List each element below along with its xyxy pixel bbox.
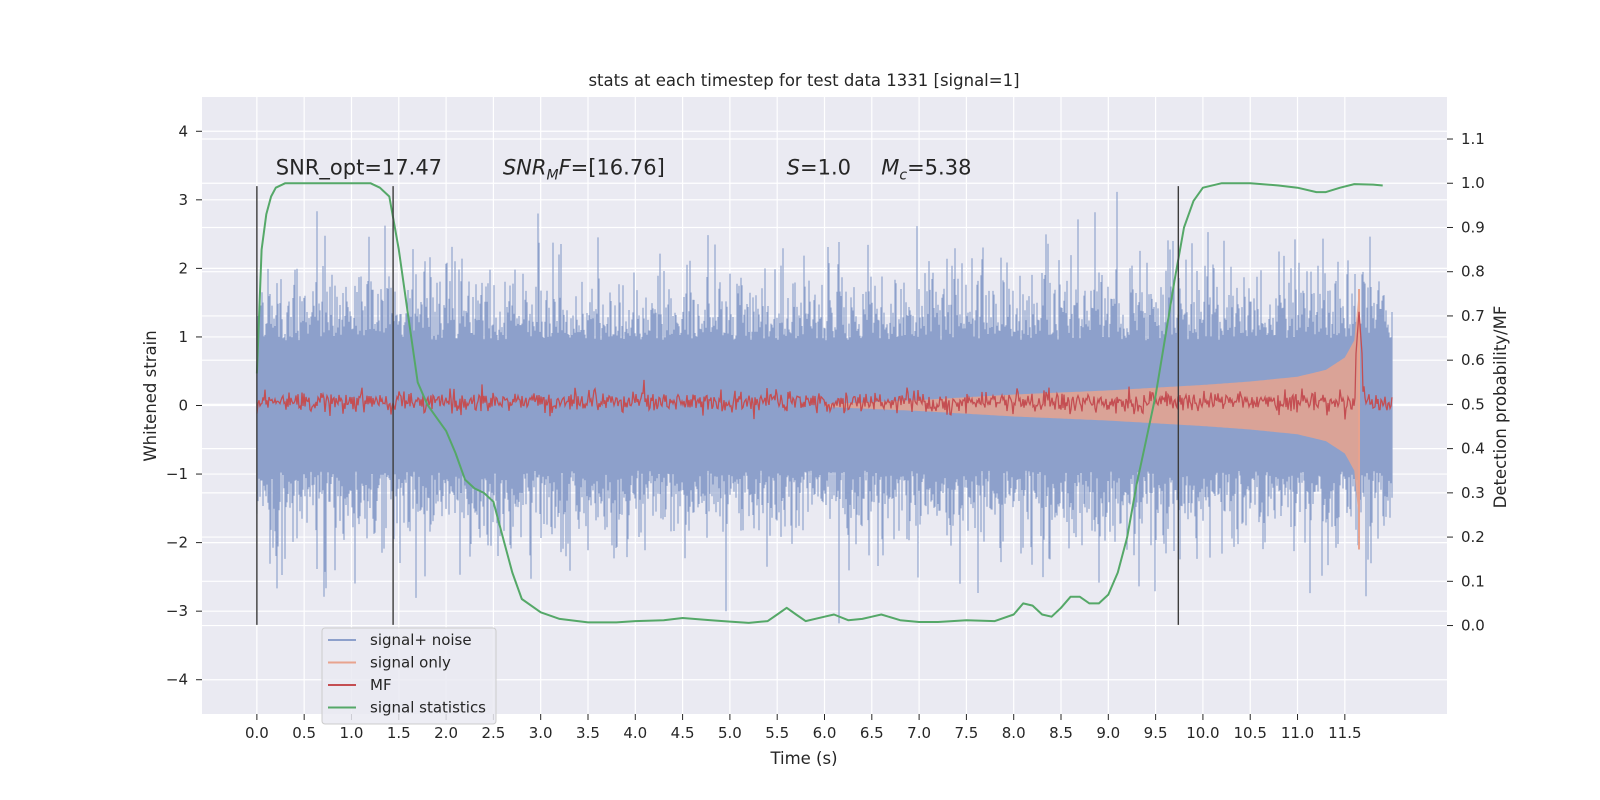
x-tick-label: 6.5 [860,724,884,742]
x-tick-label: 10.0 [1186,724,1219,742]
right-y-axis-label: Detection probability/MF [1491,306,1510,509]
x-tick-label: 11.0 [1281,724,1314,742]
x-tick-label: 5.0 [718,724,742,742]
x-axis-label: Time (s) [769,749,837,768]
left-y-tick-label: 0 [178,397,188,415]
left-y-tick-label: 1 [178,328,188,346]
right-y-tick-label: 1.1 [1461,130,1485,148]
right-y-tick-label: 1.0 [1461,174,1485,192]
left-y-tick-label: −2 [166,534,188,552]
x-tick-label: 7.0 [907,724,931,742]
x-tick-label: 6.0 [813,724,837,742]
right-y-tick-label: 0.7 [1461,307,1485,325]
x-tick-label: 1.5 [387,724,411,742]
left-y-tick-label: −1 [166,465,188,483]
mf-trace [256,311,1393,420]
x-tick-label: 9.5 [1144,724,1168,742]
annotation-mc-value: Mc=5.38 [881,155,971,183]
right-y-tick-label: 0.9 [1461,218,1485,236]
right-y-tick-label: 0.5 [1461,395,1485,413]
annotation-s-value: S=1.0 [787,155,851,179]
x-tick-label: 2.0 [434,724,458,742]
left-y-axis-ticks: 4 3 2 1 0 −1 −2 −3 −4 [166,122,202,689]
left-y-tick-label: −3 [166,602,188,620]
x-tick-label: 1.0 [340,724,364,742]
x-axis-ticks: 0.0 0.5 1.0 1.5 2.0 2.5 3.0 3.5 4.0 4.5 5.0 5.5 6.0 6… [245,714,1362,742]
x-tick-label: 7.5 [954,724,978,742]
legend-label: signal statistics [370,699,486,717]
chart-title: stats at each timestep for test data 133… [588,71,1019,90]
legend-label: signal only [370,654,451,672]
x-tick-label: 3.0 [529,724,553,742]
right-y-tick-label: 0.6 [1461,351,1485,369]
legend-box [321,627,497,725]
x-tick-label: 9.0 [1096,724,1120,742]
annotation-snr-mf: SNRMF=[16.76] [503,155,665,183]
right-y-tick-label: 0.3 [1461,484,1485,502]
left-y-tick-label: 2 [178,259,188,277]
right-y-tick-label: 0.1 [1461,572,1485,590]
right-y-tick-label: 0.4 [1461,440,1485,458]
x-tick-label: 8.5 [1049,724,1073,742]
x-tick-label: 0.0 [245,724,269,742]
right-y-tick-label: 0.0 [1461,617,1485,635]
x-tick-label: 4.0 [623,724,647,742]
left-y-tick-label: −4 [166,671,188,689]
annotations: SNR_opt=17.47 SNRMF=[16.76] S=1.0 Mc=5.38 [276,155,972,183]
x-tick-label: 2.5 [481,724,505,742]
x-tick-label: 8.0 [1002,724,1026,742]
legend-label: MF [370,676,392,694]
annotation-snr-opt: SNR_opt=17.47 [276,155,442,180]
legend: signal+ noise signal only MF signal statist… [321,627,497,725]
x-tick-label: 3.5 [576,724,600,742]
series-signal-statistics [255,182,1383,624]
signal-statistics-trace [255,182,1383,624]
x-tick-label: 5.5 [765,724,789,742]
left-y-tick-label: 3 [178,191,188,209]
left-y-axis-label: Whitened strain [141,330,160,461]
left-y-tick-label: 4 [178,122,188,140]
right-y-axis-ticks: 1.1 1.0 0.9 0.8 0.7 0.6 0.5 0.4 0.3 0.2 0.1 0.0 [1447,130,1485,635]
legend-label: signal+ noise [370,631,472,649]
right-y-tick-label: 0.8 [1461,263,1485,281]
x-tick-label: 4.5 [671,724,695,742]
series-mf [256,311,1393,420]
right-y-tick-label: 0.2 [1461,528,1485,546]
x-tick-label: 10.5 [1234,724,1267,742]
x-tick-label: 0.5 [292,724,316,742]
vertical-markers [256,186,1180,625]
x-tick-label: 11.5 [1328,724,1361,742]
